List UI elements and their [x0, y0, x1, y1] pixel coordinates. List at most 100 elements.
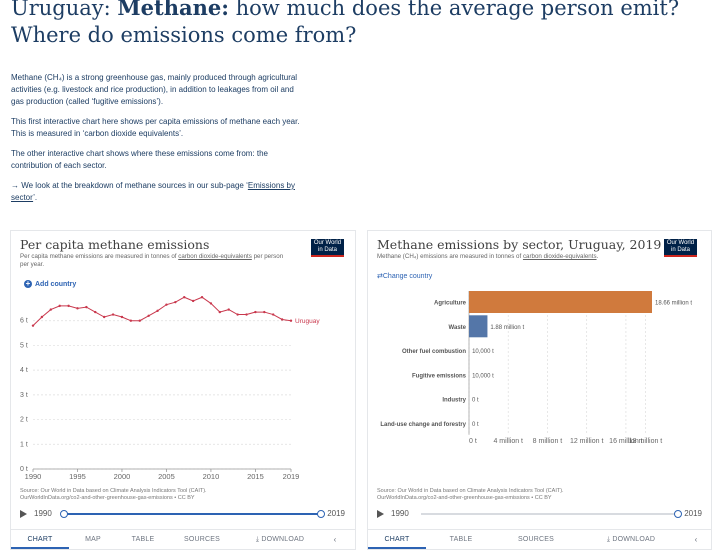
owid-logo[interactable]: Our World in Data	[311, 239, 344, 257]
timeline-end: 2019	[684, 509, 702, 518]
page-title: Uruguay: Methane: how much does the aver…	[11, 0, 701, 49]
timeline-end: 2019	[327, 509, 345, 518]
tab-table[interactable]: TABLE	[131, 536, 155, 543]
data-point	[183, 296, 186, 299]
tab-download[interactable]: ⤓ DOWNLOAD	[255, 536, 305, 543]
data-point	[76, 307, 79, 310]
category-label: Fugitive emissions	[412, 373, 467, 379]
x-tick-label: 2019	[283, 472, 300, 481]
x-tick-label: 0 t	[469, 438, 477, 445]
share-icon[interactable]: ‹	[694, 535, 698, 544]
x-tick-label: 8 million t	[533, 438, 563, 445]
tab-download[interactable]: ⤓ DOWNLOAD	[606, 536, 656, 543]
timeline-handle[interactable]	[674, 510, 682, 518]
bar	[469, 315, 488, 338]
data-point	[40, 315, 44, 319]
data-point	[245, 313, 248, 316]
change-country-button[interactable]: ⇄Change country	[377, 272, 432, 280]
chart-tabs: CHART MAP TABLE SOURCES ⤓ DOWNLOAD ‹	[11, 529, 355, 549]
intro-paragraph-1: Methane (CH₄) is a strong greenhouse gas…	[11, 73, 298, 106]
intro-paragraph-2: This first interactive chart here shows …	[11, 117, 300, 138]
value-label: 10,000 t	[472, 349, 494, 355]
add-country-label: Add country	[35, 280, 77, 288]
chart-source: Source: Our World in Data based on Clima…	[377, 488, 677, 501]
series-line	[32, 296, 292, 327]
data-point	[209, 302, 213, 305]
data-point	[200, 296, 204, 299]
add-country-button[interactable]: + Add country	[24, 280, 76, 288]
subtitle-text: Per capita methane emissions are measure…	[20, 253, 179, 260]
data-point	[129, 319, 133, 322]
data-point	[280, 318, 284, 321]
plus-icon: +	[24, 279, 32, 288]
title-rest: how much does the average person emit? W…	[11, 0, 680, 47]
timeline-range	[64, 513, 321, 515]
per-capita-chart-card: Per capita methane emissions Per capita …	[10, 230, 356, 550]
y-tick-label: 4 t	[20, 367, 28, 374]
source-line-2: OurWorldInData.org/co2-and-other-greenho…	[377, 494, 552, 501]
data-point	[120, 315, 124, 319]
data-point	[272, 313, 275, 316]
timeline-start: 1990	[34, 509, 52, 518]
y-tick-label: 0 t	[20, 466, 28, 473]
tab-chart[interactable]: CHART	[368, 530, 426, 549]
chart-tabs: CHART TABLE SOURCES ⤓ DOWNLOAD ‹	[368, 529, 711, 549]
swap-icon: ⇄	[377, 273, 383, 280]
y-tick-label: 5 t	[20, 342, 28, 349]
emissions-by-sector-link[interactable]: Emissions by sector	[11, 181, 295, 202]
line-chart[interactable]: 0 t 1 t 2 t 3 t 4 t 5 t 6 t 1990 1995 2000 2005 201…	[11, 231, 355, 481]
data-point	[254, 310, 257, 314]
data-point	[165, 303, 168, 306]
data-point	[218, 310, 222, 314]
title-bold: Methane:	[117, 0, 229, 20]
share-icon[interactable]: ‹	[333, 535, 337, 544]
data-point	[111, 313, 115, 316]
play-icon[interactable]	[377, 510, 384, 518]
y-tick-label: 6 t	[20, 318, 28, 325]
tab-chart[interactable]: CHART	[11, 530, 69, 549]
category-label: Other fuel combustion	[402, 349, 466, 355]
chart-subtitle: Methane (CH₄) emissions are measured in …	[377, 253, 647, 261]
x-tick-label: 4 million t	[493, 438, 523, 445]
x-tick-label: 2000	[114, 472, 131, 481]
y-tick-label: 2 t	[20, 417, 28, 424]
value-label: 18.66 million t	[655, 301, 692, 307]
sector-chart-card: Methane emissions by sector, Uruguay, 20…	[367, 230, 712, 550]
intro-paragraph-4: → We look at the breakdown of methane so…	[11, 180, 301, 204]
owid-logo[interactable]: Our World in Data	[664, 239, 697, 257]
data-point	[147, 314, 150, 317]
chart-subtitle: Per capita methane emissions are measure…	[20, 253, 290, 269]
value-label: 10,000 t	[472, 373, 494, 379]
data-point	[49, 308, 52, 311]
timeline-end-handle[interactable]	[317, 510, 325, 518]
timeline-slider[interactable]	[60, 510, 325, 518]
chart-title: Methane emissions by sector, Uruguay, 20…	[377, 237, 662, 252]
data-point	[85, 305, 88, 309]
intro-text: Methane (CH₄) is a strong greenhouse gas…	[11, 72, 301, 212]
data-point	[227, 308, 230, 311]
co2-equivalents-link[interactable]: carbon dioxide-equivalents	[178, 253, 252, 260]
tab-table[interactable]: TABLE	[449, 536, 473, 543]
data-point	[289, 319, 293, 322]
data-point	[263, 310, 266, 314]
timeline: 1990 2019	[377, 508, 702, 520]
tab-sources[interactable]: SOURCES	[517, 536, 555, 543]
data-point	[94, 310, 97, 314]
data-point	[58, 304, 61, 308]
bar-chart[interactable]: 0 t 4 million t 8 million t 12 million t 16 …	[368, 231, 711, 445]
co2-equivalents-link[interactable]: carbon dioxide-equivalents	[522, 253, 597, 260]
timeline-slider[interactable]	[421, 510, 682, 518]
data-point	[67, 304, 70, 308]
x-tick-label: 2015	[247, 472, 264, 481]
tab-map[interactable]: MAP	[85, 536, 101, 543]
x-tick-label: 16 million t	[609, 438, 643, 445]
subtitle-text-end: per person per year.	[20, 253, 284, 268]
data-point	[31, 324, 35, 327]
chart-title: Per capita methane emissions	[20, 237, 210, 252]
timeline-start-handle[interactable]	[60, 510, 68, 518]
play-icon[interactable]	[20, 510, 27, 518]
category-label: Agriculture	[434, 301, 467, 307]
tab-sources[interactable]: SOURCES	[183, 536, 221, 543]
timeline: 1990 2019	[20, 508, 345, 520]
data-point	[156, 309, 159, 313]
